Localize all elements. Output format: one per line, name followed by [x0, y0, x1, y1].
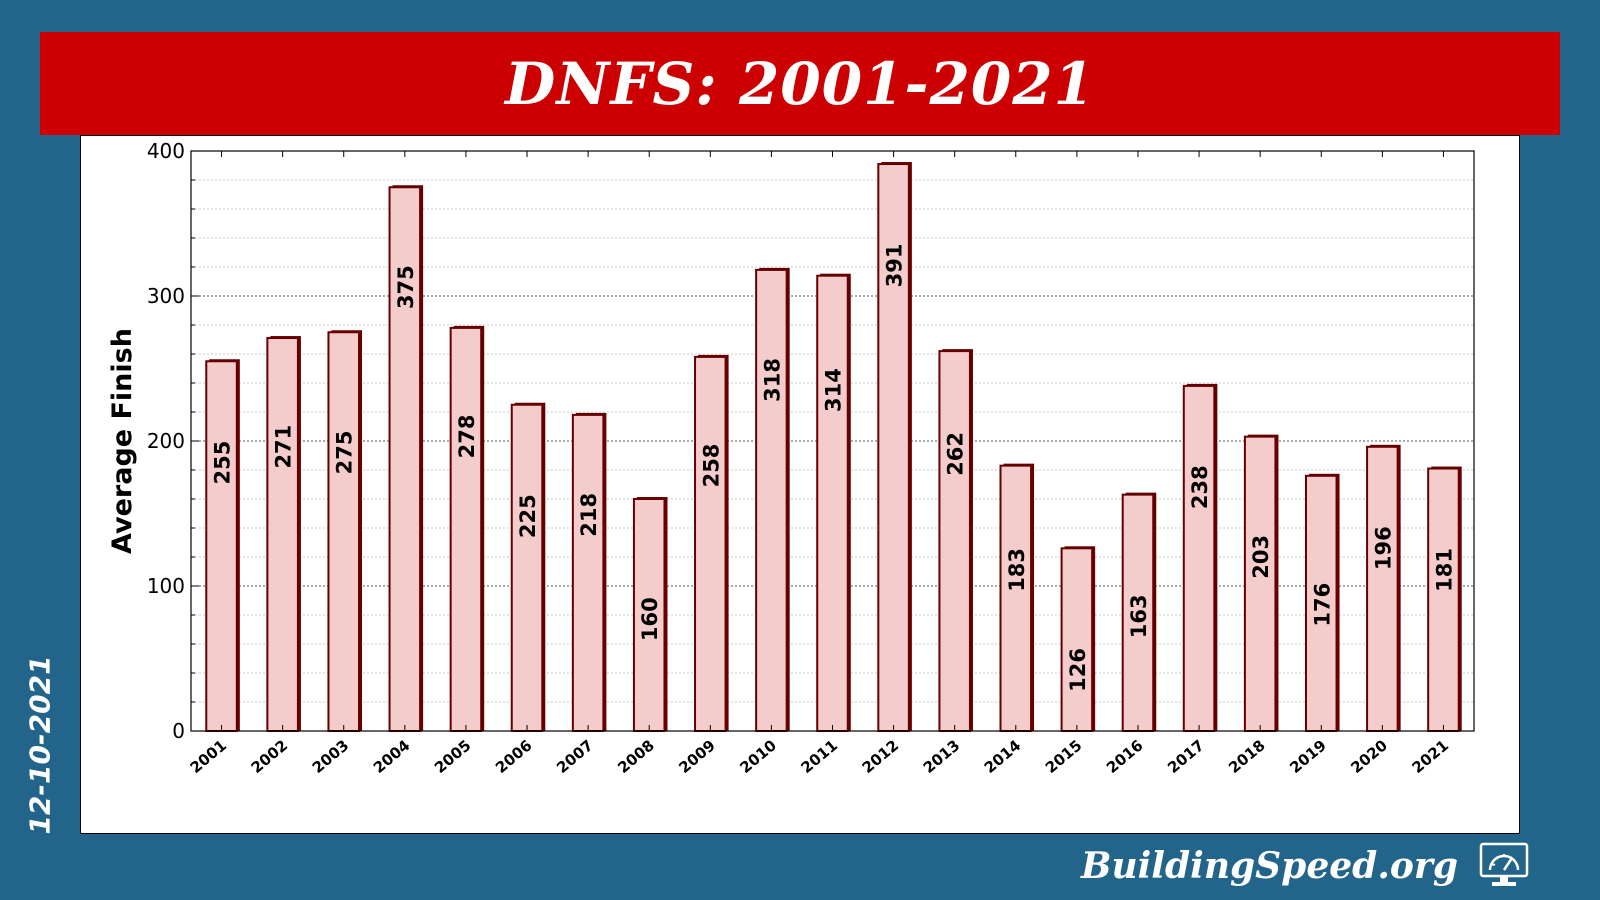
bar	[205, 360, 238, 732]
bar-chart: 0 100 200 300 400 255 2001 271 2002 275 2003 375 200…	[107, 139, 1475, 777]
x-tick-label: 2015	[1042, 736, 1086, 777]
chart-title: DNFS: 2001-2021	[505, 49, 1095, 118]
bar-value-label: 183	[1005, 548, 1029, 592]
bar-value-label: 314	[822, 368, 846, 412]
x-tick-label: 2002	[248, 736, 292, 777]
y-tick-label: 200	[147, 429, 185, 453]
bar-value-label: 375	[394, 265, 418, 309]
bar-value-label: 225	[516, 494, 540, 538]
x-tick-label: 2019	[1286, 736, 1330, 777]
bar	[816, 274, 849, 732]
x-tick-label: 2016	[1103, 736, 1147, 777]
x-tick-label: 2012	[859, 736, 903, 777]
bar	[938, 350, 971, 732]
x-tick-label: 2009	[675, 736, 719, 777]
bar-value-label: 258	[699, 444, 723, 488]
bar	[449, 326, 483, 732]
bar-value-label: 181	[1432, 548, 1456, 592]
brand-text: BuildingSpeed.org	[1081, 845, 1458, 887]
x-tick-label: 2011	[798, 736, 842, 777]
x-tick-label: 2005	[431, 736, 475, 777]
x-tick-label: 2008	[614, 736, 658, 777]
bar-value-label: 196	[1371, 526, 1395, 570]
y-axis-label: Average Finish	[107, 328, 138, 554]
x-tick-label: 2010	[736, 736, 780, 777]
bar-value-label: 218	[577, 493, 601, 537]
x-tick-label: 2003	[309, 736, 353, 777]
plot-frame	[190, 150, 1475, 732]
chart-panel: 0 100 200 300 400 255 2001 271 2002 275 2003 375 200…	[80, 135, 1520, 834]
bar	[694, 355, 727, 732]
bar	[1182, 384, 1216, 732]
bar	[999, 464, 1033, 732]
y-tick-label: 100	[147, 574, 185, 598]
bar-value-label: 160	[638, 597, 662, 641]
bar	[266, 337, 299, 733]
y-tick-label: 0	[172, 719, 185, 743]
x-tick-label: 2001	[187, 736, 231, 777]
bar	[571, 413, 605, 732]
bar-value-label: 271	[272, 425, 296, 469]
speedometer-monitor-icon	[1479, 842, 1529, 886]
bar-value-label: 275	[333, 431, 357, 475]
bar	[327, 331, 361, 732]
bar	[388, 186, 422, 732]
bar-value-label: 203	[1249, 535, 1273, 579]
x-tick-label: 2020	[1347, 736, 1391, 777]
bar	[1243, 435, 1277, 732]
x-tick-label: 2021	[1408, 736, 1452, 777]
bar-value-label: 238	[1188, 465, 1212, 509]
y-tick-label: 400	[147, 139, 185, 163]
bar-value-label: 126	[1066, 648, 1090, 692]
title-banner: DNFS: 2001-2021	[40, 32, 1560, 135]
y-tick-label: 300	[147, 284, 185, 308]
bar	[877, 163, 910, 733]
x-tick-label: 2013	[920, 736, 964, 777]
bar	[1366, 445, 1399, 732]
bar-value-label: 278	[455, 415, 479, 459]
x-tick-label: 2014	[981, 736, 1025, 777]
bar-value-label: 176	[1310, 583, 1334, 627]
bar-value-label: 391	[883, 243, 907, 287]
bar-value-label: 163	[1127, 594, 1151, 638]
bar	[1427, 467, 1460, 732]
bar	[510, 403, 544, 732]
x-tick-label: 2018	[1225, 736, 1269, 777]
x-tick-label: 2017	[1164, 736, 1208, 777]
bar-value-label: 318	[760, 358, 784, 402]
bar-value-label: 255	[211, 441, 235, 485]
x-tick-label: 2006	[492, 736, 536, 777]
x-tick-label: 2004	[370, 736, 414, 777]
bar	[1060, 547, 1094, 732]
brand: BuildingSpeed.org	[1081, 836, 1530, 896]
x-tick-label: 2007	[553, 736, 597, 777]
bar-value-label: 262	[944, 432, 968, 476]
bar	[755, 268, 788, 732]
date-stamp: 12-10-2021	[23, 655, 57, 835]
